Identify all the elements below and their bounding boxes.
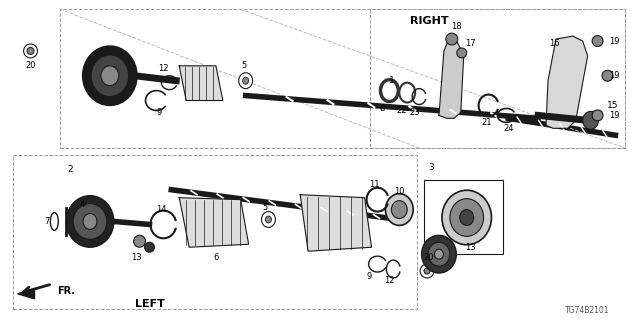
Ellipse shape xyxy=(582,111,598,129)
Ellipse shape xyxy=(422,235,456,273)
Ellipse shape xyxy=(380,80,398,101)
Text: 21: 21 xyxy=(481,118,492,127)
Polygon shape xyxy=(300,195,372,251)
Ellipse shape xyxy=(134,235,145,247)
Text: 10: 10 xyxy=(394,187,404,196)
Ellipse shape xyxy=(27,47,34,54)
Text: 7: 7 xyxy=(45,217,50,226)
Text: 12: 12 xyxy=(158,64,168,73)
Text: 16: 16 xyxy=(548,38,559,48)
Ellipse shape xyxy=(243,77,248,84)
Text: RIGHT: RIGHT xyxy=(410,16,449,26)
Ellipse shape xyxy=(385,194,413,225)
Ellipse shape xyxy=(239,73,253,89)
Text: 20: 20 xyxy=(26,61,36,70)
Ellipse shape xyxy=(602,70,613,81)
Ellipse shape xyxy=(457,48,467,58)
Ellipse shape xyxy=(83,46,137,106)
Text: 3: 3 xyxy=(428,164,434,172)
Text: 18: 18 xyxy=(451,22,462,31)
Text: 17: 17 xyxy=(465,38,476,48)
Bar xyxy=(13,155,417,309)
Ellipse shape xyxy=(424,268,430,274)
Polygon shape xyxy=(18,289,35,299)
Text: 20: 20 xyxy=(424,253,435,262)
Text: 12: 12 xyxy=(384,276,395,285)
Polygon shape xyxy=(546,36,588,128)
Text: 9: 9 xyxy=(157,108,162,117)
Ellipse shape xyxy=(51,212,58,230)
Text: 22: 22 xyxy=(396,106,406,115)
Ellipse shape xyxy=(101,66,119,86)
Ellipse shape xyxy=(83,213,97,229)
Ellipse shape xyxy=(266,216,271,223)
Text: 19: 19 xyxy=(609,71,620,80)
Text: 14: 14 xyxy=(156,205,166,214)
Bar xyxy=(369,9,625,148)
Text: FR.: FR. xyxy=(58,286,76,296)
Text: 23: 23 xyxy=(410,108,420,117)
Ellipse shape xyxy=(428,242,450,266)
Text: 24: 24 xyxy=(503,124,514,133)
Text: 19: 19 xyxy=(609,36,620,45)
Ellipse shape xyxy=(66,196,114,247)
Text: 2: 2 xyxy=(67,165,73,174)
Polygon shape xyxy=(179,198,248,247)
Ellipse shape xyxy=(446,33,458,45)
Text: LEFT: LEFT xyxy=(134,299,164,309)
Text: 1: 1 xyxy=(388,76,394,85)
Text: 13: 13 xyxy=(131,253,142,262)
Ellipse shape xyxy=(450,199,484,236)
Text: 8: 8 xyxy=(380,104,385,113)
Text: 5: 5 xyxy=(263,203,268,212)
Ellipse shape xyxy=(392,201,407,219)
Ellipse shape xyxy=(592,110,603,121)
Ellipse shape xyxy=(262,212,275,228)
Text: 5: 5 xyxy=(241,61,246,70)
Ellipse shape xyxy=(73,204,107,239)
Ellipse shape xyxy=(420,264,434,278)
Text: 4: 4 xyxy=(79,200,85,209)
Ellipse shape xyxy=(24,44,38,58)
Ellipse shape xyxy=(460,210,474,225)
Ellipse shape xyxy=(435,249,444,259)
Text: 19: 19 xyxy=(609,111,620,120)
Ellipse shape xyxy=(592,36,603,46)
Text: 6: 6 xyxy=(213,253,219,262)
Bar xyxy=(424,180,504,254)
Bar xyxy=(60,9,625,148)
Ellipse shape xyxy=(399,83,415,102)
Ellipse shape xyxy=(145,242,154,252)
Text: 15: 15 xyxy=(607,101,618,110)
Text: 11: 11 xyxy=(369,180,380,189)
Text: 13: 13 xyxy=(465,243,476,252)
Ellipse shape xyxy=(91,55,129,97)
Ellipse shape xyxy=(442,190,492,245)
Polygon shape xyxy=(179,66,223,100)
Polygon shape xyxy=(439,39,464,118)
Text: TG74B2101: TG74B2101 xyxy=(565,306,610,315)
Text: 9: 9 xyxy=(367,272,372,282)
